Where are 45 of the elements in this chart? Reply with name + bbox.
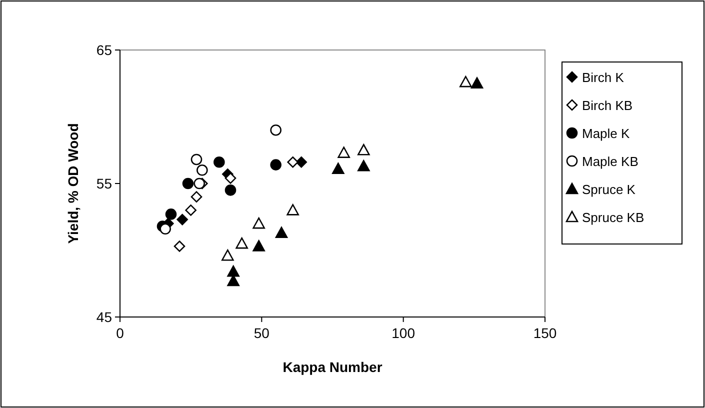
point [470, 77, 484, 89]
point [296, 156, 307, 168]
point [224, 172, 236, 184]
point [358, 144, 370, 156]
point [182, 178, 194, 190]
x-tick-label: 0 [116, 325, 124, 341]
legend-label: Birch KB [582, 98, 633, 113]
legend-label: Maple KB [582, 154, 638, 169]
x-tick-label: 150 [533, 325, 557, 341]
point [286, 204, 299, 216]
point [270, 159, 282, 170]
point [338, 146, 350, 158]
y-tick-label: 55 [96, 176, 112, 192]
x-tick-label: 100 [392, 325, 416, 341]
point [185, 204, 196, 216]
y-tick-label: 45 [96, 309, 112, 325]
point [190, 191, 202, 202]
point [236, 237, 248, 249]
point [165, 208, 177, 220]
x-axis-title: Kappa Number [282, 359, 383, 375]
legend-label: Spruce KB [582, 210, 644, 225]
point [252, 217, 265, 229]
x-tick-label: 50 [254, 325, 270, 341]
point [270, 124, 282, 136]
y-tick-label: 65 [96, 42, 112, 58]
point [174, 240, 186, 252]
legend-label: Maple K [582, 126, 630, 141]
point [160, 223, 171, 235]
point [460, 76, 472, 88]
legend-label: Spruce K [582, 182, 636, 197]
point [224, 184, 236, 196]
point [227, 265, 240, 277]
point [176, 214, 188, 226]
point [194, 178, 205, 190]
point [222, 249, 234, 261]
point [332, 162, 344, 174]
point [275, 226, 288, 238]
point [196, 164, 208, 176]
legend-label: Birch K [582, 70, 624, 85]
point [252, 240, 265, 252]
point [358, 160, 370, 172]
point [287, 156, 298, 168]
point [190, 154, 202, 166]
y-axis-title: Yield, % OD Wood [65, 123, 81, 244]
point [214, 156, 225, 168]
